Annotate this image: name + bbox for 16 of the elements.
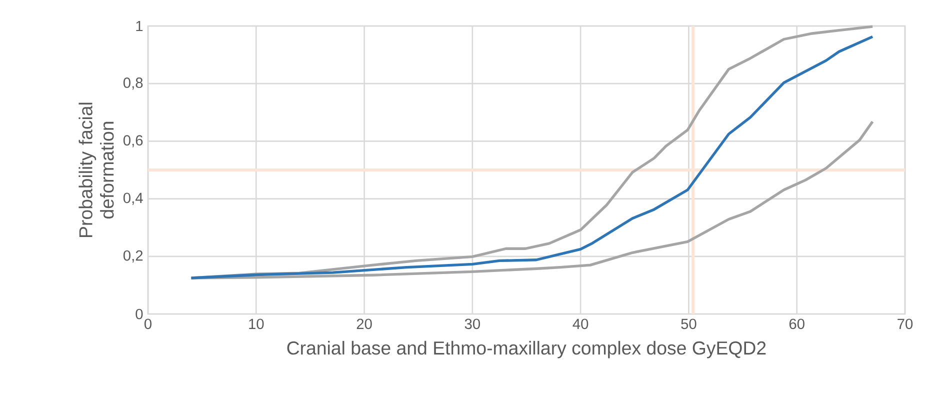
x-axis-title: Cranial base and Ethmo-maxillary complex dose GyEQD2	[287, 340, 766, 358]
y-tick-label: 0	[136, 308, 143, 320]
y-tick-label: 1	[136, 20, 143, 32]
x-tick-label: 0	[144, 318, 152, 330]
x-tick-label: 10	[249, 318, 264, 330]
y-tick-label: 0,8	[123, 78, 143, 90]
x-tick-label: 60	[789, 318, 804, 330]
x-tick-label: 50	[681, 318, 696, 330]
x-tick-label: 40	[572, 318, 588, 330]
y-tick-label: 0,6	[123, 135, 143, 148]
x-tick-label: 30	[464, 318, 480, 330]
y-axis-title: Probability facial deformation	[78, 102, 114, 237]
x-tick-label: 20	[356, 318, 372, 330]
x-tick-label: 70	[898, 318, 913, 330]
y-tick-label: 0,4	[123, 192, 143, 205]
y-tick-label: 0,2	[123, 250, 143, 262]
